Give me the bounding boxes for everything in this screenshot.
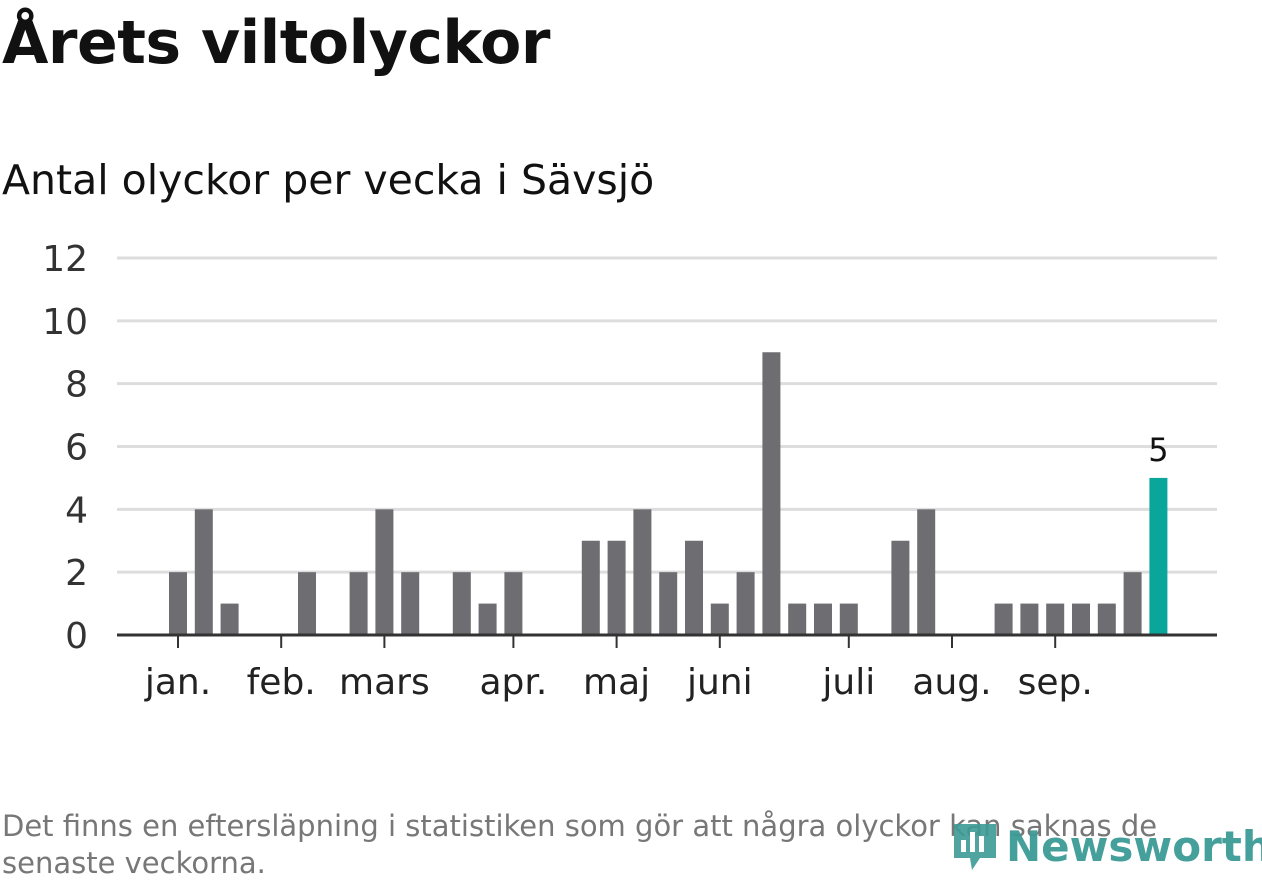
bar [788, 603, 807, 635]
bars [169, 352, 1168, 635]
bar [220, 603, 239, 635]
bar [762, 352, 781, 635]
y-tick-label: 0 [65, 616, 88, 657]
bar [401, 572, 420, 635]
bar-highlight [1149, 477, 1168, 635]
x-tick-label: jan. [144, 662, 211, 703]
bar [917, 509, 936, 635]
x-tick-label: maj [583, 662, 650, 703]
bar [298, 572, 316, 635]
y-tick-label: 4 [65, 490, 88, 531]
bar-chart: 0 2 4 6 8 10 12 jan. feb. mars apr. maj juni juli aug… [42, 239, 1217, 703]
x-tick-label: feb. [247, 662, 316, 703]
bar [1020, 603, 1039, 635]
x-tick-label: juni [686, 662, 753, 703]
x-tick-label: mars [339, 662, 430, 703]
bar [1046, 603, 1065, 635]
annotations: 5 [1148, 431, 1168, 469]
x-tick-label: aug. [912, 662, 991, 703]
bar [685, 540, 703, 635]
newsworthy-logo-icon [954, 824, 996, 870]
bar [504, 572, 523, 635]
bar [194, 509, 213, 635]
bar [375, 509, 394, 635]
bar [891, 540, 910, 635]
y-tick-label: 10 [42, 302, 88, 343]
bar [478, 603, 497, 635]
x-axis: jan. feb. mars apr. maj juni juli aug. sep. [117, 633, 1217, 703]
bar [814, 603, 832, 635]
bar [839, 603, 858, 635]
bar [452, 572, 471, 635]
x-tick-label: juli [821, 662, 875, 703]
bar [581, 540, 600, 635]
bar [1123, 572, 1142, 635]
bar [710, 603, 729, 635]
brand-name: Newsworthy [1006, 821, 1262, 871]
bar [349, 572, 368, 635]
bar [633, 509, 652, 635]
bar [169, 572, 187, 635]
y-tick-label: 6 [65, 428, 88, 469]
bar [1097, 603, 1116, 635]
chart-subtitle: Antal olyckor per vecka i Sävsjö [2, 156, 655, 204]
bar [1072, 603, 1090, 635]
y-axis-labels: 0 2 4 6 8 10 12 [42, 239, 88, 657]
x-tick-label: sep. [1018, 662, 1093, 703]
bar [659, 572, 678, 635]
bar [994, 603, 1013, 635]
x-tick-label: apr. [479, 662, 547, 703]
y-tick-label: 8 [65, 365, 88, 406]
chart-title: Årets viltolyckor [2, 8, 551, 78]
y-tick-label: 2 [65, 553, 88, 594]
y-tick-label: 12 [42, 239, 88, 280]
grid-lines [117, 256, 1217, 574]
bar [607, 540, 626, 635]
bar [736, 572, 755, 635]
data-label: 5 [1148, 431, 1168, 469]
newsworthy-logo: Newsworthy [950, 818, 1262, 874]
